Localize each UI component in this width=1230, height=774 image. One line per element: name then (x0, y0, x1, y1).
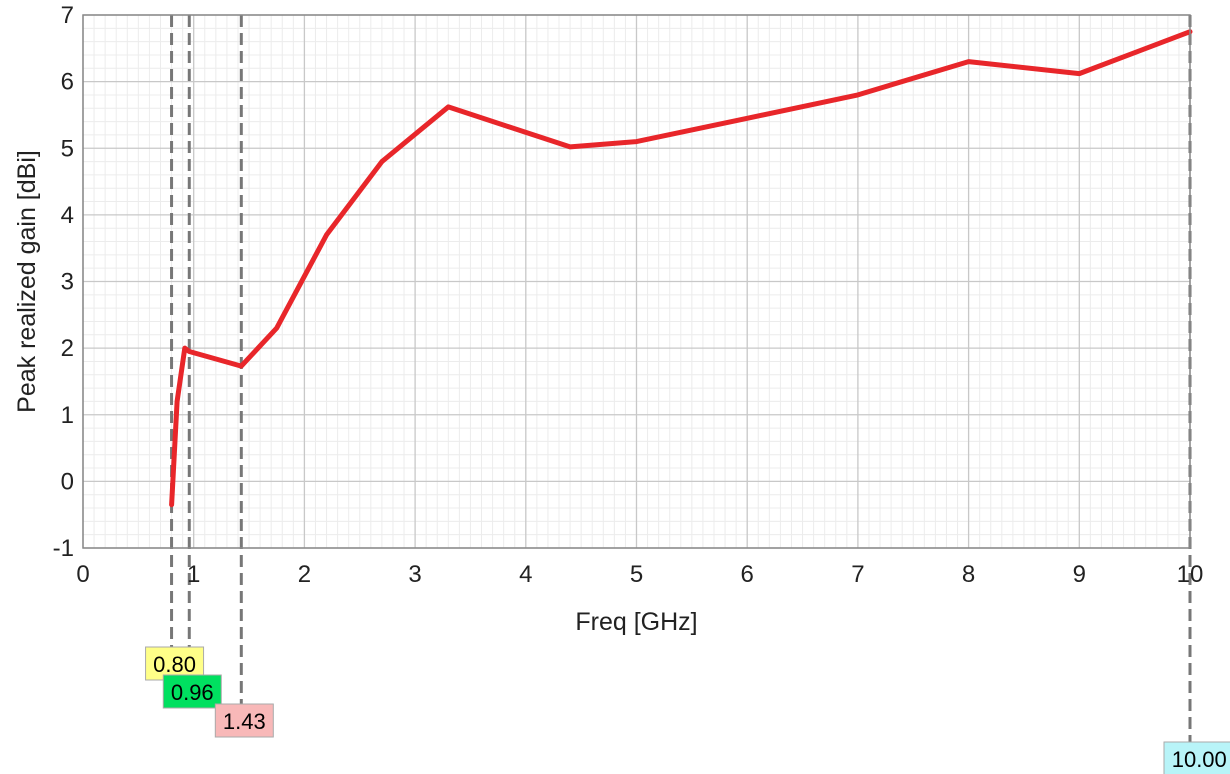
y-tick-label: 1 (61, 402, 74, 429)
x-tick-label: 0 (76, 561, 89, 588)
x-tick-label: 2 (298, 561, 311, 588)
series-lines (169, 29, 1193, 508)
y-tick-labels: -1 0 1 2 3 4 5 6 7 (53, 2, 74, 562)
x-tick-label: 4 (519, 561, 532, 588)
y-axis-title: Peak realized gain [dBi] (13, 150, 41, 413)
marker-label: 10.00 (1172, 747, 1227, 772)
y-tick-label: 6 (61, 69, 74, 96)
x-tick-label: 10 (1177, 561, 1204, 588)
y-tick-label: 3 (61, 269, 74, 296)
x-tick-labels: 0 1 2 3 4 5 6 7 8 9 10 (76, 561, 1203, 588)
y-tick-label: 7 (61, 2, 74, 29)
x-tick-label: 7 (851, 561, 864, 588)
x-tick-label: 1 (187, 561, 200, 588)
y-tick-label: -1 (53, 535, 74, 562)
x-tick-label: 8 (962, 561, 975, 588)
y-tick-label: 4 (61, 202, 74, 229)
marker-label-box (1163, 741, 1230, 774)
marker-label-box (214, 703, 274, 738)
gain-series-line (169, 29, 1193, 508)
marker-label: 0.96 (171, 680, 214, 705)
marker-labels: 0.80 0.96 1.43 10.00 (145, 646, 1230, 774)
x-tick-label: 9 (1073, 561, 1086, 588)
x-tick-label: 3 (408, 561, 421, 588)
y-tick-label: 5 (61, 135, 74, 162)
marker-label-box (162, 674, 222, 709)
x-tick-label: 5 (630, 561, 643, 588)
marker-label: 1.43 (223, 709, 266, 734)
y-tick-label: 0 (61, 468, 74, 495)
x-axis-title: Freq [GHz] (575, 608, 697, 636)
plot-frame (82, 14, 1191, 549)
marker-label: 0.80 (153, 652, 196, 677)
y-tick-label: 2 (61, 335, 74, 362)
x-tick-label: 6 (741, 561, 754, 588)
